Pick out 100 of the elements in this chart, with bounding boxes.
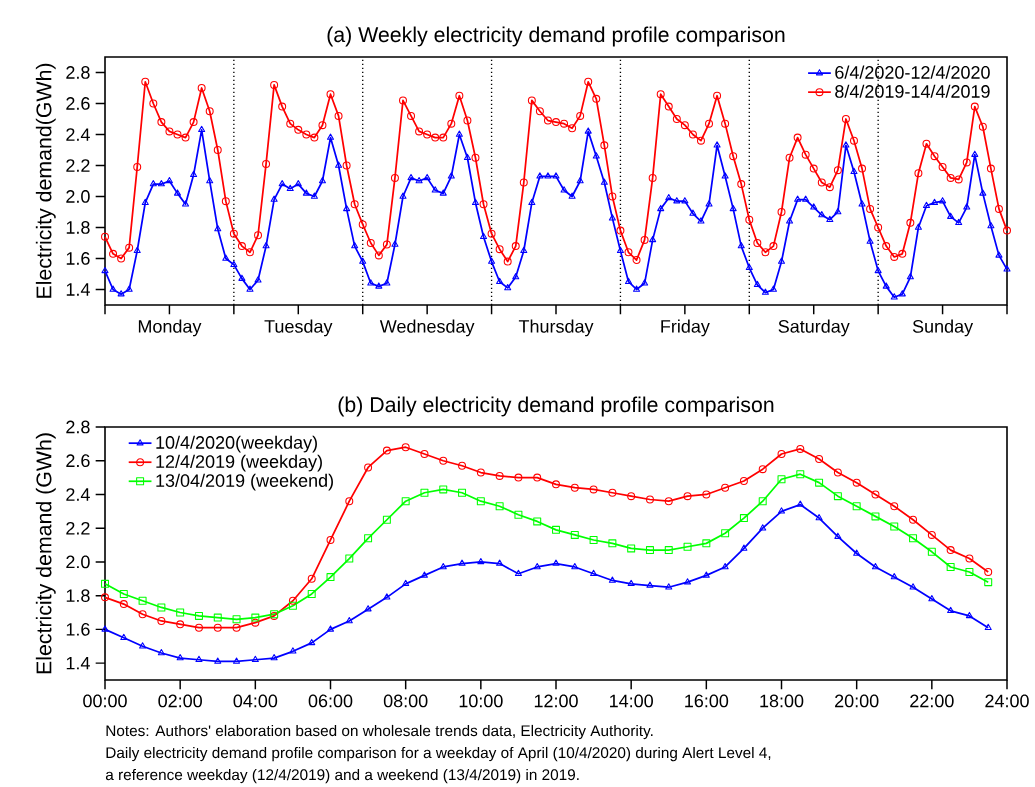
- point: [138, 596, 147, 605]
- point: [101, 625, 109, 632]
- point: [590, 569, 598, 576]
- point: [476, 468, 485, 477]
- y-tick-label: 1.6: [66, 252, 90, 265]
- point: [194, 623, 203, 632]
- point: [420, 488, 429, 497]
- point: [251, 613, 260, 622]
- x-tick-label: Wednesday: [379, 319, 475, 337]
- point: [495, 471, 504, 480]
- point: [533, 517, 542, 526]
- point: [927, 530, 936, 539]
- point: [927, 547, 936, 556]
- point: [251, 655, 259, 663]
- point: [288, 596, 297, 605]
- point: [458, 559, 466, 566]
- y-axis-title: Electricity demand (GWh): [35, 433, 56, 674]
- point: [138, 610, 147, 619]
- point: [157, 616, 166, 625]
- y-tick-label: 1.8: [66, 589, 90, 603]
- y-tick-label: 2.0: [66, 190, 90, 203]
- point: [777, 449, 786, 458]
- x-tick-label: Tuesday: [264, 319, 333, 337]
- point: [702, 490, 711, 499]
- point: [946, 562, 955, 571]
- point: [684, 578, 692, 585]
- y-tick-label: 1.8: [66, 221, 90, 234]
- y-tick-label: 1.4: [66, 283, 90, 296]
- point: [589, 535, 598, 544]
- point: [665, 583, 673, 590]
- x-tick-label: 12:00: [534, 694, 578, 708]
- point: [214, 657, 222, 664]
- point: [157, 648, 165, 656]
- point: [439, 456, 448, 465]
- point: [288, 601, 297, 610]
- x-tick-label: 20:00: [835, 694, 879, 708]
- point: [552, 480, 561, 489]
- point: [758, 465, 767, 474]
- point: [909, 534, 918, 543]
- point: [871, 490, 880, 499]
- point: [326, 625, 335, 632]
- text: Notes: Authors' elaboration based on wholesale trends data, Electricity Authority.: [106, 724, 653, 740]
- point: [364, 463, 373, 472]
- y-tick-label: 2.4: [66, 488, 90, 501]
- x-tick-label: 10:00: [459, 694, 503, 708]
- point: [589, 485, 598, 494]
- point: [458, 461, 467, 470]
- point: [307, 589, 316, 598]
- point: [646, 581, 654, 588]
- legend-label: 6/4/2020-12/4/2020: [835, 65, 990, 79]
- point: [176, 620, 185, 629]
- point: [721, 562, 729, 570]
- point: [382, 446, 391, 455]
- point: [157, 603, 166, 612]
- point: [946, 546, 955, 555]
- x-tick-label: 04:00: [233, 694, 278, 708]
- point: [871, 512, 880, 521]
- point: [307, 574, 316, 583]
- x-tick-label: Monday: [138, 319, 202, 337]
- point: [984, 568, 993, 577]
- point: [382, 515, 391, 524]
- y-tick-label: 2.8: [66, 420, 90, 434]
- point: [439, 485, 448, 494]
- x-tick-label: 18:00: [760, 694, 804, 708]
- point: [852, 478, 861, 487]
- point: [608, 576, 616, 583]
- x-tick-label: 14:00: [610, 694, 653, 708]
- point: [683, 492, 692, 501]
- x-tick-label: Friday: [661, 319, 710, 337]
- point: [402, 579, 410, 587]
- point: [119, 600, 128, 609]
- point: [721, 529, 730, 538]
- point: [871, 562, 880, 570]
- point: [514, 473, 523, 482]
- point: [739, 514, 748, 523]
- point: [345, 497, 354, 506]
- point: [664, 497, 673, 506]
- text: Daily electricity demand profile comparison for a weekday of April (10/4/2020) during Alert Level 4,: [106, 746, 771, 762]
- point: [627, 579, 635, 587]
- y-tick-label: 2.0: [66, 555, 90, 569]
- point: [326, 573, 335, 582]
- point: [401, 497, 410, 506]
- point: [965, 568, 974, 577]
- point: [965, 611, 973, 619]
- point: [796, 470, 805, 479]
- point: [852, 502, 861, 511]
- point: [664, 546, 673, 555]
- point: [364, 534, 373, 543]
- point: [608, 488, 617, 497]
- point: [571, 562, 579, 570]
- point: [101, 593, 110, 602]
- point: [401, 443, 410, 452]
- point: [740, 544, 748, 551]
- point: [645, 546, 654, 555]
- x-tick-label: 06:00: [308, 694, 353, 708]
- point: [815, 455, 824, 464]
- point: [833, 492, 842, 501]
- legend-label: 13/04/2019 (weekend): [156, 473, 333, 491]
- point: [645, 495, 654, 504]
- x-tick-label: Thursday: [518, 319, 594, 337]
